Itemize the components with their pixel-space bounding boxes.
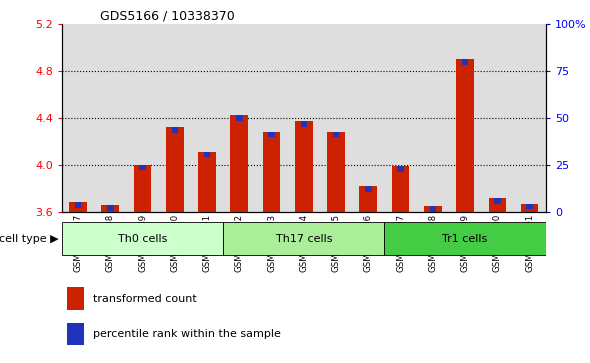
Bar bbox=[521, 204, 539, 212]
Bar bbox=[365, 186, 372, 192]
Text: Tr1 cells: Tr1 cells bbox=[442, 234, 488, 244]
Bar bbox=[223, 24, 255, 212]
Bar bbox=[139, 164, 146, 171]
Bar bbox=[352, 24, 385, 212]
Bar bbox=[223, 222, 385, 255]
Bar bbox=[166, 127, 183, 212]
Bar bbox=[268, 131, 275, 138]
Bar bbox=[417, 24, 449, 212]
Bar bbox=[295, 121, 313, 212]
Bar bbox=[236, 115, 242, 121]
Bar bbox=[159, 24, 191, 212]
Bar bbox=[62, 222, 223, 255]
Bar bbox=[107, 205, 113, 211]
Bar bbox=[327, 131, 345, 212]
Bar bbox=[385, 24, 417, 212]
Bar bbox=[385, 222, 546, 255]
Text: cell type ▶: cell type ▶ bbox=[0, 234, 59, 244]
Bar bbox=[288, 24, 320, 212]
Text: Th17 cells: Th17 cells bbox=[276, 234, 332, 244]
Bar bbox=[456, 59, 474, 212]
Bar bbox=[494, 197, 500, 204]
Bar bbox=[398, 166, 404, 172]
Bar bbox=[462, 59, 468, 65]
Bar bbox=[263, 131, 280, 212]
Bar bbox=[333, 131, 339, 138]
Text: GDS5166 / 10338370: GDS5166 / 10338370 bbox=[100, 9, 235, 22]
Text: percentile rank within the sample: percentile rank within the sample bbox=[93, 329, 281, 339]
Bar bbox=[198, 152, 216, 212]
Bar bbox=[430, 206, 436, 212]
Bar bbox=[513, 24, 546, 212]
Bar bbox=[301, 121, 307, 127]
Bar bbox=[62, 24, 94, 212]
Bar bbox=[126, 24, 159, 212]
Bar bbox=[69, 202, 87, 212]
Bar bbox=[392, 166, 409, 212]
Bar bbox=[489, 197, 506, 212]
Bar bbox=[204, 152, 210, 158]
Bar bbox=[449, 24, 481, 212]
Bar bbox=[67, 323, 84, 345]
Bar bbox=[320, 24, 352, 212]
Bar bbox=[481, 24, 513, 212]
Bar bbox=[359, 186, 377, 212]
Bar bbox=[255, 24, 288, 212]
Bar bbox=[67, 287, 84, 310]
Bar bbox=[101, 205, 119, 212]
Bar bbox=[231, 115, 248, 212]
Bar bbox=[94, 24, 126, 212]
Bar bbox=[134, 164, 152, 212]
Text: Th0 cells: Th0 cells bbox=[118, 234, 168, 244]
Bar bbox=[526, 204, 533, 209]
Bar bbox=[172, 127, 178, 133]
Bar bbox=[424, 206, 442, 212]
Text: transformed count: transformed count bbox=[93, 294, 197, 304]
Bar bbox=[191, 24, 223, 212]
Bar bbox=[75, 202, 81, 208]
